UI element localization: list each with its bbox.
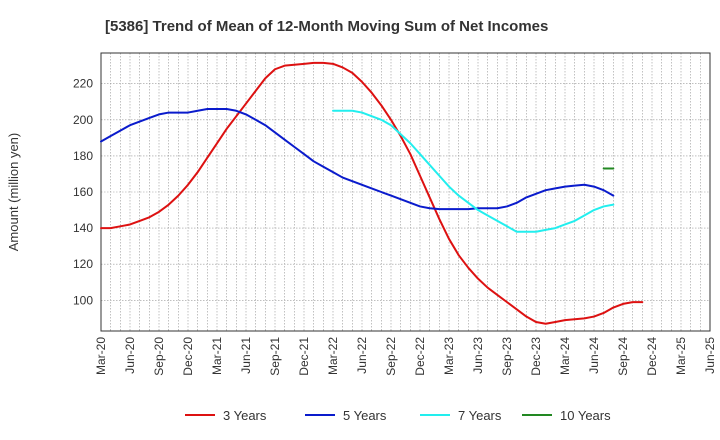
legend-label: 10 Years: [560, 408, 611, 423]
x-tick-label: Jun-25: [703, 337, 717, 374]
y-tick-label: 160: [73, 185, 93, 199]
x-tick-label: Dec-20: [181, 337, 195, 376]
series-line: [100, 61, 644, 325]
x-tick-label: Sep-21: [268, 337, 282, 376]
plot-area: 100 120 140 160 180 200 220 Mar-20 Jun-20 Sep-20 D…: [73, 52, 717, 376]
x-tick-label: Mar-21: [210, 337, 224, 375]
x-tick-label: Sep-22: [384, 337, 398, 376]
series-line: [100, 107, 615, 211]
x-tick-label: Dec-23: [529, 337, 543, 376]
x-tick-label: Sep-23: [500, 337, 514, 376]
legend-label: 7 Years: [458, 408, 502, 423]
y-tick-label: 120: [73, 257, 93, 271]
series-line: [332, 109, 615, 233]
x-tick-label: Sep-24: [616, 337, 630, 376]
x-tick-label: Mar-22: [326, 337, 340, 375]
plot-frame: [100, 52, 711, 332]
x-tick-label: Jun-21: [239, 337, 253, 374]
x-tick-label: Jun-20: [123, 337, 137, 374]
x-tick-label: Dec-22: [413, 337, 427, 376]
x-tick-label: Dec-21: [297, 337, 311, 376]
x-tick-label: Mar-20: [94, 337, 108, 375]
y-tick-label: 180: [73, 149, 93, 163]
y-tick-label: 220: [73, 77, 93, 91]
x-tick-label: Mar-24: [558, 337, 572, 375]
x-tick-label: Sep-20: [152, 337, 166, 376]
legend: 3 Years 5 Years 7 Years 10 Years: [185, 408, 611, 423]
legend-label: 5 Years: [343, 408, 387, 423]
y-tick-label: 200: [73, 113, 93, 127]
x-tick-label: Dec-24: [645, 337, 659, 376]
x-tick-label: Jun-24: [587, 337, 601, 374]
chart-title: [5386] Trend of Mean of 12-Month Moving …: [105, 18, 548, 35]
x-tick-label: Jun-22: [355, 337, 369, 374]
y-tick-label: 140: [73, 221, 93, 235]
legend-label: 3 Years: [223, 408, 267, 423]
y-axis-label: Amount (million yen): [6, 133, 21, 252]
x-tick-label: Mar-23: [442, 337, 456, 375]
y-tick-label: 100: [73, 293, 93, 307]
x-tick-label: Mar-25: [674, 337, 688, 375]
x-tick-label: Jun-23: [471, 337, 485, 374]
